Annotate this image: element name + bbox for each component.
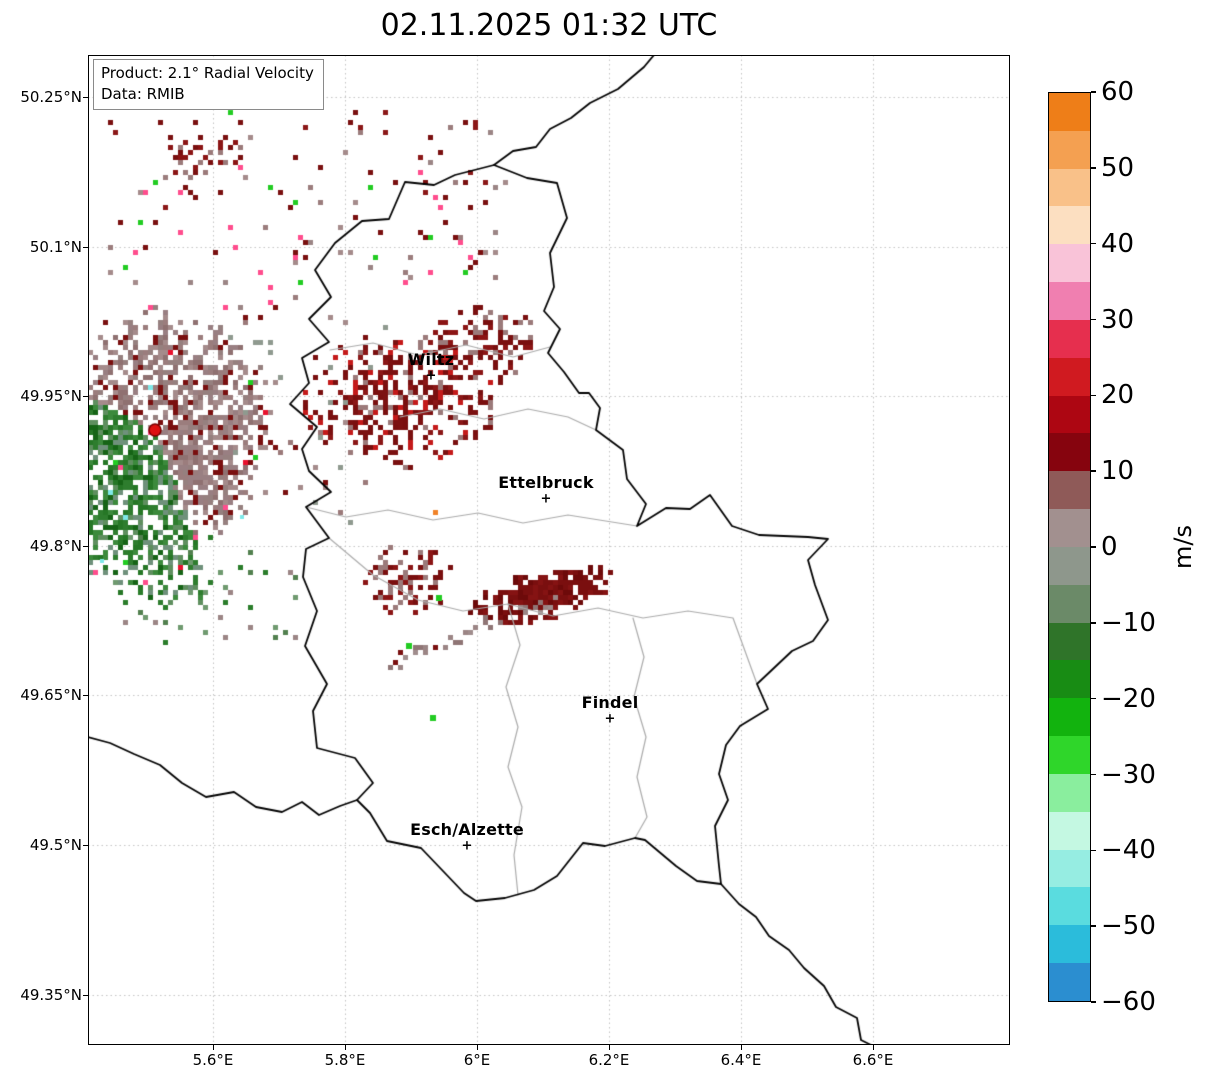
colorbar-tick-label: 0: [1101, 532, 1118, 562]
city-marker-ettelbruck: +: [540, 491, 552, 507]
colorbar-segment: [1049, 925, 1090, 964]
colorbar-segment: [1049, 168, 1090, 207]
colorbar-tick-mark: [1091, 849, 1096, 852]
colorbar-tick-mark: [1091, 394, 1096, 397]
city-marker-wiltz: +: [425, 368, 437, 384]
colorbar-segment: [1049, 244, 1090, 283]
radar-map-canvas: [88, 55, 1010, 1045]
lon-tick-label: 5.6°E: [192, 1051, 234, 1069]
colorbar-segment: [1049, 433, 1090, 472]
lon-tick-mark: [476, 1045, 478, 1050]
colorbar-segment: [1049, 357, 1090, 396]
colorbar-segment: [1049, 736, 1090, 774]
city-label-findel: Findel: [581, 693, 639, 712]
plot-title: 02.11.2025 01:32 UTC: [380, 8, 718, 43]
product-info-line: Product: 2.1° Radial Velocity: [101, 64, 314, 82]
lon-tick-label: 6.4°E: [720, 1051, 762, 1069]
lat-tick-label: 49.35°N: [20, 986, 82, 1004]
lon-tick-mark: [212, 1045, 214, 1050]
colorbar-segment: [1049, 887, 1090, 926]
colorbar-tick-mark: [1091, 773, 1096, 776]
lat-tick-label: 50.25°N: [20, 88, 82, 106]
colorbar-tick-mark: [1091, 470, 1096, 472]
colorbar-tick-label: −30: [1101, 759, 1156, 790]
lat-tick-label: 49.95°N: [20, 387, 82, 405]
colorbar-segment: [1049, 206, 1090, 245]
colorbar-segment: [1049, 130, 1090, 169]
colorbar-segment: [1049, 849, 1090, 888]
colorbar-segment: [1049, 395, 1090, 434]
colorbar-tick-mark: [1091, 242, 1096, 245]
colorbar-tick-label: −40: [1101, 835, 1156, 866]
colorbar-tick-mark: [1091, 91, 1096, 93]
colorbar-segment: [1049, 546, 1090, 585]
colorbar-tick-label: 20: [1101, 380, 1135, 411]
lat-tick-label: 49.8°N: [29, 537, 82, 555]
city-label-esch-alzette: Esch/Alzette: [410, 820, 524, 839]
colorbar-segment: [1049, 282, 1090, 320]
colorbar-unit-label: m/s: [1169, 525, 1197, 569]
colorbar-segment: [1049, 698, 1090, 737]
city-label-wiltz: Wiltz: [407, 350, 455, 369]
colorbar-tick-label: 10: [1101, 456, 1135, 487]
colorbar-segment: [1049, 471, 1090, 510]
colorbar-segment: [1049, 93, 1090, 131]
colorbar-tick-label: −20: [1101, 683, 1156, 714]
lon-tick-label: 5.8°E: [324, 1051, 366, 1069]
lat-tick-label: 49.5°N: [29, 836, 82, 854]
colorbar: [1048, 92, 1091, 1002]
lon-tick-mark: [344, 1045, 346, 1050]
city-marker-esch-alzette: +: [461, 838, 473, 854]
lon-tick-mark: [740, 1045, 742, 1050]
product-info-box: Product: 2.1° Radial Velocity Data: RMIB: [93, 59, 324, 110]
city-label-ettelbruck: Ettelbruck: [498, 473, 594, 492]
colorbar-tick-label: 40: [1101, 228, 1135, 259]
lon-tick-label: 6°E: [463, 1051, 491, 1069]
colorbar-segment: [1049, 773, 1090, 812]
colorbar-tick-mark: [1091, 546, 1096, 548]
colorbar-tick-mark: [1091, 622, 1096, 624]
colorbar-tick-label: −10: [1101, 607, 1156, 638]
colorbar-tick-label: −50: [1101, 911, 1156, 942]
colorbar-segment: [1049, 319, 1090, 358]
lat-tick-label: 49.65°N: [20, 686, 82, 704]
colorbar-segment: [1049, 622, 1090, 661]
lon-tick-mark: [872, 1045, 874, 1050]
colorbar-tick-label: −60: [1101, 987, 1156, 1017]
data-source-line: Data: RMIB: [101, 85, 185, 103]
colorbar-tick-label: 30: [1101, 304, 1135, 335]
map-plot-area: Product: 2.1° Radial Velocity Data: RMIB…: [88, 55, 1010, 1045]
colorbar-tick-mark: [1091, 167, 1096, 169]
colorbar-tick-label: 60: [1101, 77, 1135, 107]
colorbar-segment: [1049, 660, 1090, 699]
colorbar-tick-mark: [1091, 1001, 1096, 1003]
lat-tick-label: 50.1°N: [29, 238, 82, 256]
colorbar-tick-mark: [1091, 318, 1096, 321]
lon-tick-mark: [608, 1045, 610, 1050]
colorbar-segment: [1049, 811, 1090, 850]
colorbar-segment: [1049, 509, 1090, 547]
colorbar-tick-mark: [1091, 697, 1096, 700]
colorbar-segment: [1049, 963, 1090, 1001]
lon-tick-label: 6.6°E: [852, 1051, 894, 1069]
colorbar-segment: [1049, 584, 1090, 623]
colorbar-tick-label: 50: [1101, 152, 1135, 183]
colorbar-tick-mark: [1091, 925, 1096, 927]
lon-tick-label: 6.2°E: [588, 1051, 630, 1069]
city-marker-findel: +: [604, 711, 616, 727]
